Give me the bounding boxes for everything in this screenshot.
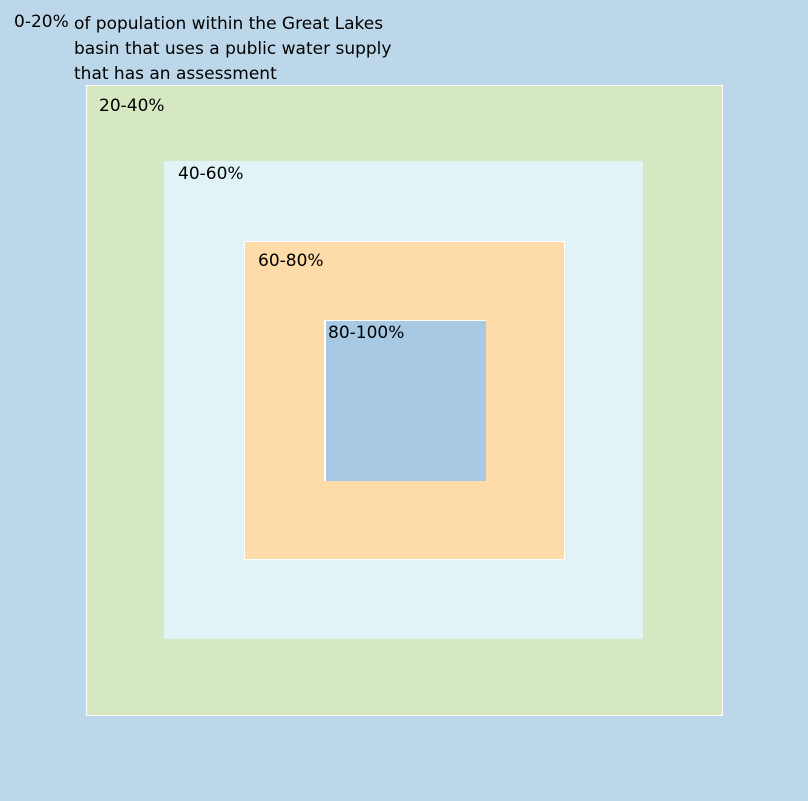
band-label-0-20: 0-20% <box>14 12 69 32</box>
band-label-80-100: 80-100% <box>328 323 405 343</box>
band-label-20-40: 20-40% <box>99 96 165 116</box>
band-label-60-80: 60-80% <box>258 251 324 271</box>
band-80-100 <box>324 320 486 481</box>
diagram-description: of population within the Great Lakes bas… <box>74 14 392 84</box>
band-label-40-60: 40-60% <box>178 164 244 184</box>
